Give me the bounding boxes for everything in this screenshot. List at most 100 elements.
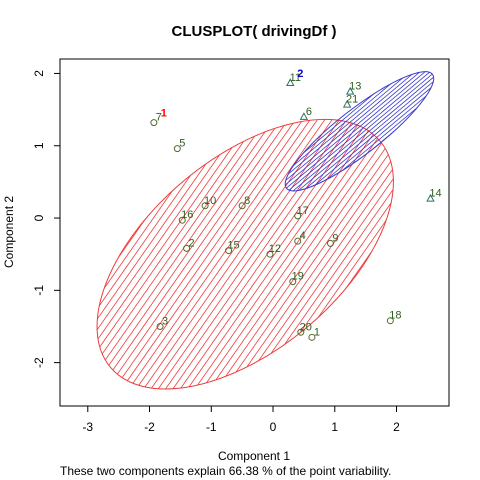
point-label: 20 — [300, 321, 312, 333]
point-label: 3 — [162, 315, 168, 327]
point-label: 4 — [300, 230, 306, 242]
hatch-line — [60, 67, 245, 332]
cluster-number-label: 2 — [297, 68, 303, 80]
point-label: 9 — [332, 232, 338, 244]
hatch-line — [323, 116, 447, 206]
point-label: 7 — [156, 112, 162, 124]
hatch-line — [231, 167, 442, 406]
hatch-line — [207, 149, 422, 406]
hatch-line — [108, 80, 323, 387]
hatch-line — [256, 184, 442, 406]
hatch-line — [335, 131, 447, 206]
point-label: 13 — [349, 81, 361, 93]
hatch-line — [272, 59, 383, 132]
hatch-line — [103, 77, 318, 383]
hatch-line — [60, 67, 264, 345]
hatch-line — [143, 105, 358, 406]
hatch-line — [340, 135, 447, 206]
point-label: 1 — [314, 326, 320, 338]
point-label: 16 — [181, 209, 193, 221]
data-point — [345, 86, 355, 95]
point-label: 21 — [346, 94, 358, 106]
hatch-line — [153, 111, 368, 406]
hatch-line — [329, 123, 447, 206]
hatch-line — [98, 74, 313, 380]
point-label: 6 — [306, 106, 312, 118]
x-tick-label: -2 — [144, 420, 155, 434]
hatch-line — [133, 98, 348, 404]
point-label: 10 — [204, 195, 216, 207]
hatch-line — [118, 87, 333, 394]
data-point — [308, 333, 316, 341]
hatch-line — [60, 67, 230, 321]
y-tick-label: -2 — [32, 357, 46, 368]
data-point — [156, 322, 164, 330]
hatch-line — [211, 153, 426, 406]
point-label: 2 — [189, 237, 195, 249]
point-label: 19 — [292, 271, 304, 283]
hatch-line — [344, 140, 447, 206]
hatch-line — [251, 180, 442, 406]
hatch-line — [172, 125, 387, 406]
point-label: 5 — [179, 138, 185, 150]
hatch-line — [128, 94, 343, 400]
y-tick-label: 2 — [32, 70, 46, 77]
data-point — [289, 278, 297, 286]
x-tick-label: 1 — [331, 420, 338, 434]
data-point — [297, 328, 305, 336]
hatch-line — [89, 67, 304, 373]
hatch-line — [69, 67, 284, 359]
x-tick-label: -1 — [206, 420, 217, 434]
hatch-line — [162, 118, 377, 406]
hatch-line — [272, 59, 381, 129]
hatch-line — [285, 204, 442, 406]
hatch-line — [282, 67, 441, 200]
hatch-line — [157, 115, 372, 406]
hatch-line — [276, 59, 435, 193]
data-point — [201, 202, 209, 210]
y-tick-label: 1 — [32, 142, 46, 149]
hatch-line — [278, 62, 437, 195]
cluster-ellipse-1 — [96, 118, 394, 390]
cluster-ellipse-2 — [284, 71, 435, 192]
point-label: 15 — [227, 240, 239, 252]
hatch-line — [266, 191, 442, 406]
point-label: 12 — [269, 243, 281, 255]
hatch-line — [60, 67, 254, 338]
hatch-line — [94, 70, 309, 376]
data-point — [294, 212, 302, 220]
y-tick-label: 0 — [32, 214, 46, 221]
hatch-line — [60, 67, 200, 301]
hatch-line — [60, 67, 259, 342]
hatch-line — [246, 177, 442, 406]
y-axis-label: Component 2 — [2, 196, 16, 268]
hatch-line — [288, 74, 447, 206]
point-label: 18 — [389, 310, 401, 322]
data-point — [183, 244, 191, 252]
hatch-line — [346, 143, 447, 206]
hatch-line — [221, 160, 436, 406]
hatch-line — [284, 69, 443, 203]
hatch-line — [187, 136, 402, 406]
hatch-line — [148, 108, 363, 406]
hatch-line — [274, 59, 433, 191]
data-point — [286, 78, 295, 86]
hatch-line — [60, 67, 235, 325]
data-point — [150, 119, 158, 127]
data-point — [386, 317, 394, 325]
data-point — [266, 250, 274, 258]
data-point — [342, 99, 352, 108]
x-tick-label: -3 — [82, 420, 93, 434]
hatch-line — [113, 84, 328, 390]
point-label: 11 — [290, 72, 301, 84]
hatch-line — [182, 132, 397, 406]
chart-title: CLUSPLOT( drivingDf ) — [172, 23, 337, 40]
point-label: 17 — [297, 205, 309, 217]
data-point — [299, 112, 309, 120]
hatch-line — [286, 72, 445, 205]
point-label: 8 — [244, 195, 250, 207]
